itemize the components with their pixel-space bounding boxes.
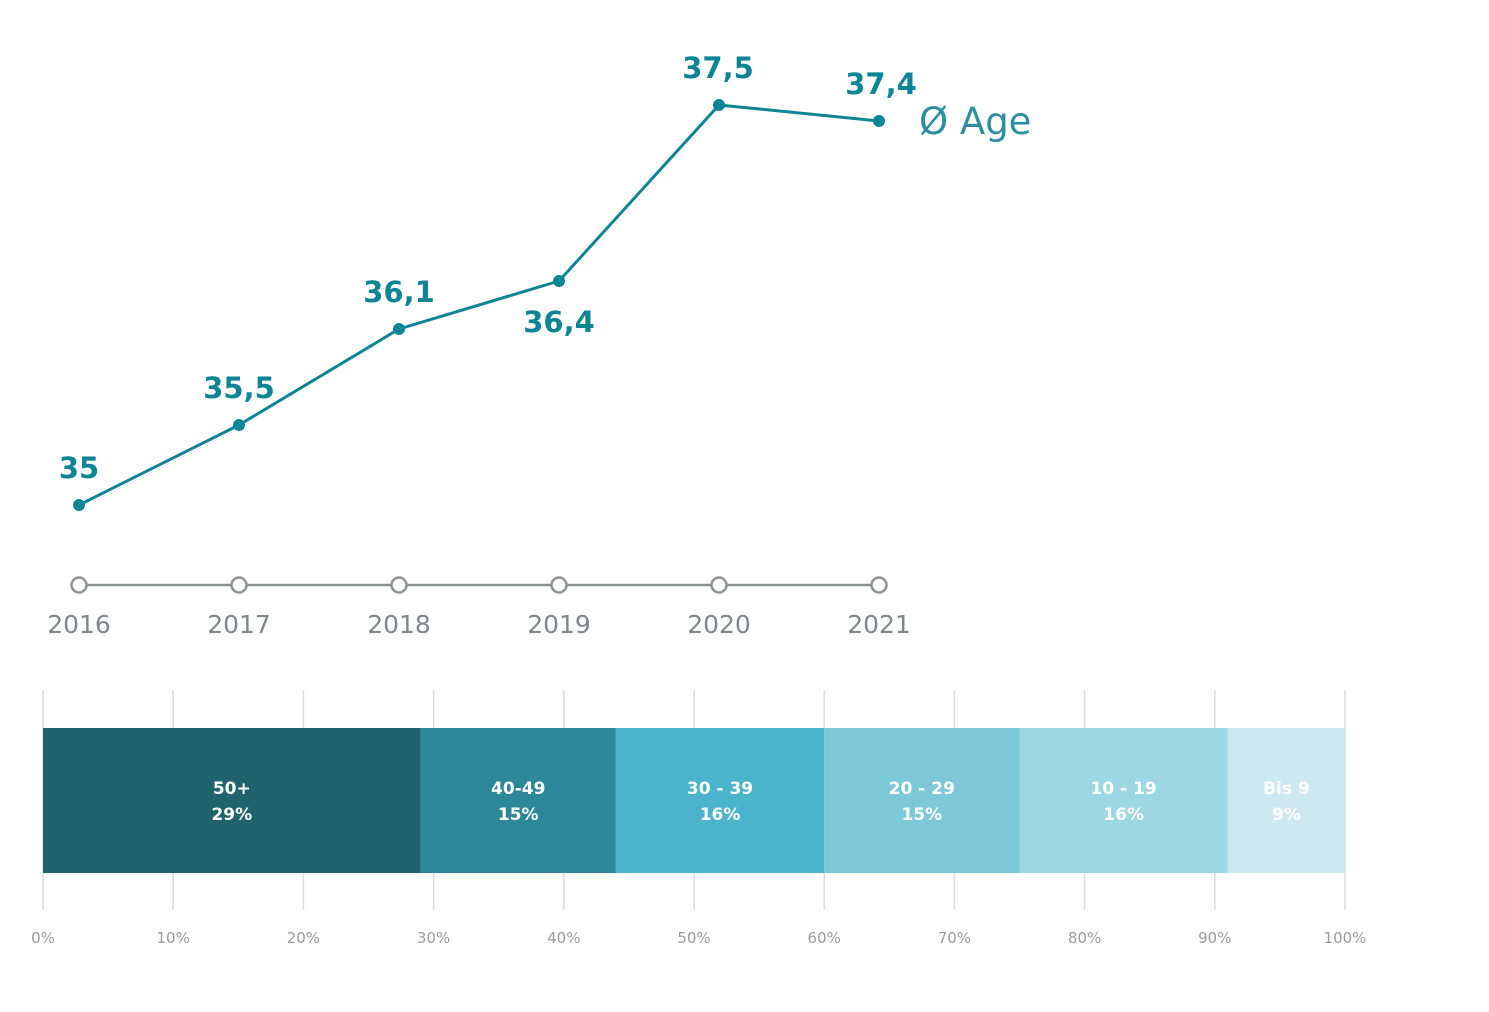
age-group-label: 20 - 29 [889, 779, 955, 799]
average-age-data-point [233, 419, 245, 431]
year-axis-marker [710, 576, 728, 594]
percent-tick-label: 10% [157, 929, 190, 947]
year-axis-marker [550, 576, 568, 594]
age-group-label: Bis 9 [1263, 779, 1310, 799]
average-age-data-point [73, 499, 85, 511]
year-tick-label: 2018 [367, 610, 431, 639]
average-age-value-label: 36,4 [523, 305, 595, 339]
age-group-label: 40-49 [491, 779, 545, 799]
average-age-value-label: 37,4 [845, 67, 917, 101]
age-group-label: 30 - 39 [687, 779, 753, 799]
age-group-segment [824, 728, 1020, 873]
age-group-label: 50+ [213, 779, 251, 799]
percent-tick-label: 20% [287, 929, 320, 947]
percent-tick-label: 100% [1324, 929, 1367, 947]
age-group-percent-label: 29% [211, 805, 252, 825]
percent-tick-label: 80% [1068, 929, 1101, 947]
average-age-series-line [78, 103, 880, 507]
year-axis-marker [70, 576, 88, 594]
percent-tick-label: 60% [808, 929, 841, 947]
average-age-data-point [873, 115, 885, 127]
percent-tick-label: 0% [31, 929, 55, 947]
average-age-data-point [713, 99, 725, 111]
age-group-segment [615, 728, 825, 873]
average-age-data-point [553, 275, 565, 287]
age-group-segment [1227, 728, 1345, 873]
average-age-data-point [393, 323, 405, 335]
average-age-value-label: 36,1 [363, 275, 435, 309]
age-group-percent-label: 16% [1103, 805, 1144, 825]
age-group-segment [43, 728, 421, 873]
percent-tick-label: 90% [1198, 929, 1231, 947]
year-axis-marker [870, 576, 888, 594]
series-name-label: Ø Age [919, 100, 1031, 143]
average-age-line-chart: 2016 2017 2018 2019 2020 2021 35 35,5 36,1 36,4 37… [47, 51, 1031, 639]
percent-tick-label: 40% [547, 929, 580, 947]
year-axis-marker [230, 576, 248, 594]
average-age-value-label: 37,5 [682, 51, 754, 85]
age-group-percent-label: 15% [901, 805, 942, 825]
percent-tick-label: 30% [417, 929, 450, 947]
age-group-percent-label: 9% [1272, 805, 1301, 825]
age-distribution-stacked-bar: 0% 10% 20% 30% 40% 50% 60% 70% 80% 90% 100% 50+ 29% 4… [31, 690, 1366, 947]
age-group-percent-label: 15% [498, 805, 539, 825]
year-tick-label: 2017 [207, 610, 271, 639]
percent-tick-label: 70% [938, 929, 971, 947]
average-age-value-label: 35 [59, 451, 99, 485]
year-tick-label: 2020 [687, 610, 751, 639]
age-group-label: 10 - 19 [1091, 779, 1157, 799]
year-tick-label: 2019 [527, 610, 591, 639]
percent-tick-label: 50% [677, 929, 710, 947]
year-tick-label: 2016 [47, 610, 111, 639]
age-group-segment [1019, 728, 1228, 873]
age-group-percent-label: 16% [700, 805, 741, 825]
age-group-segment [420, 728, 616, 873]
average-age-value-label: 35,5 [203, 371, 275, 405]
year-tick-label: 2021 [847, 610, 911, 639]
year-axis-marker [390, 576, 408, 594]
